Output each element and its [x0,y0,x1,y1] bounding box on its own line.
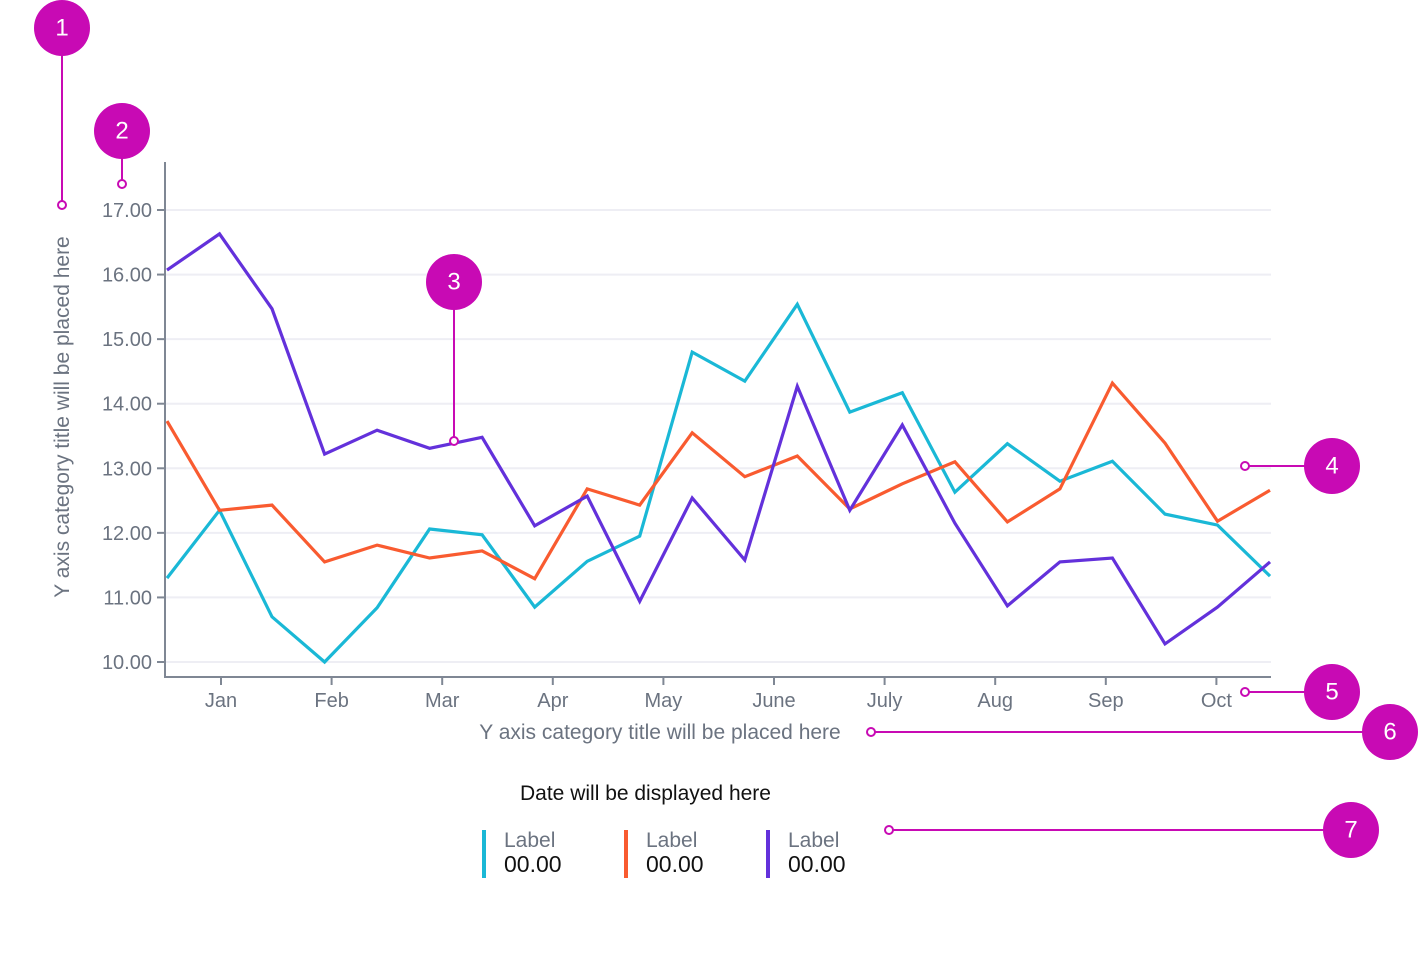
y-tick-label: 13.00 [102,458,152,480]
legend-item-value: 00.00 [504,851,562,877]
callout-6: 6 [866,704,1418,760]
y-axis-ticks: 10.00 11.00 12.00 13.00 14.00 15.00 16.00 17.00 [102,200,165,674]
callout-4: 4 [1240,438,1360,494]
x-tick-label: Apr [537,690,568,712]
x-tick-label: May [645,690,683,712]
x-tick-label: Mar [425,690,460,712]
callout-1: 1 [34,0,90,210]
y-tick-label: 12.00 [102,523,152,545]
callout-anchor-dot [884,825,894,835]
callout-anchor-dot [866,727,876,737]
annotation-callouts: 1 2 3 4 5 6 7 [34,0,1418,858]
y-axis-title: Y axis category title will be placed her… [51,236,74,597]
legend-item[interactable]: Label 00.00 [624,830,704,878]
legend-date: Date will be displayed here [520,782,771,805]
x-tick-label: Feb [314,690,348,712]
gridlines [165,209,1271,663]
y-tick-label: 14.00 [102,394,152,416]
callout-anchor-dot [1240,461,1250,471]
callout-anchor-dot [449,436,459,446]
x-tick-label: June [752,690,795,712]
y-tick-label: 10.00 [102,652,152,674]
callout-number: 6 [1383,719,1396,746]
legend-item-value: 00.00 [646,851,704,877]
callout-badge [1304,438,1360,494]
callout-badge [34,0,90,56]
legend-item[interactable]: Label 00.00 [766,830,846,878]
x-axis-title: Y axis category title will be placed her… [479,721,840,744]
x-tick-label: Oct [1201,690,1233,712]
y-tick-label: 16.00 [102,265,152,287]
callout-badge [1362,704,1418,760]
callout-number: 5 [1325,679,1338,706]
callout-anchor-dot [1240,687,1250,697]
callout-badge [1323,802,1379,858]
y-tick-label: 17.00 [102,200,152,222]
series-lines [165,231,1272,665]
callout-3: 3 [426,254,482,446]
x-tick-label: Jan [205,690,237,712]
legend-item-label: Label [646,829,698,852]
callout-anchor-dot [117,179,127,189]
callout-number: 7 [1344,817,1357,844]
legend-item-value: 00.00 [788,851,846,877]
x-axis-ticks: Jan Feb Mar Apr May June July Aug Sep Oct [205,677,1233,712]
y-tick-label: 15.00 [102,329,152,351]
callout-7: 7 [884,802,1379,858]
callout-2: 2 [94,103,150,189]
callout-anchor-dot [57,200,67,210]
callout-5: 5 [1240,664,1360,720]
callout-number: 1 [55,15,68,42]
legend-item-label: Label [788,829,840,852]
axes [164,162,1271,678]
callout-badge [94,103,150,159]
x-tick-label: Sep [1088,690,1124,712]
x-tick-label: July [867,690,903,712]
callout-badge [1304,664,1360,720]
x-tick-label: Aug [977,690,1013,712]
legend-item[interactable]: Label 00.00 [482,830,562,878]
legend-item-label: Label [504,829,556,852]
callout-badge [426,254,482,310]
series-line-2 [165,380,1271,581]
series-line-1 [165,301,1272,665]
callout-number: 2 [115,118,128,145]
series-line-3 [166,231,1272,647]
callout-number: 4 [1325,453,1338,480]
callout-number: 3 [447,269,460,296]
y-tick-label: 11.00 [103,587,152,609]
